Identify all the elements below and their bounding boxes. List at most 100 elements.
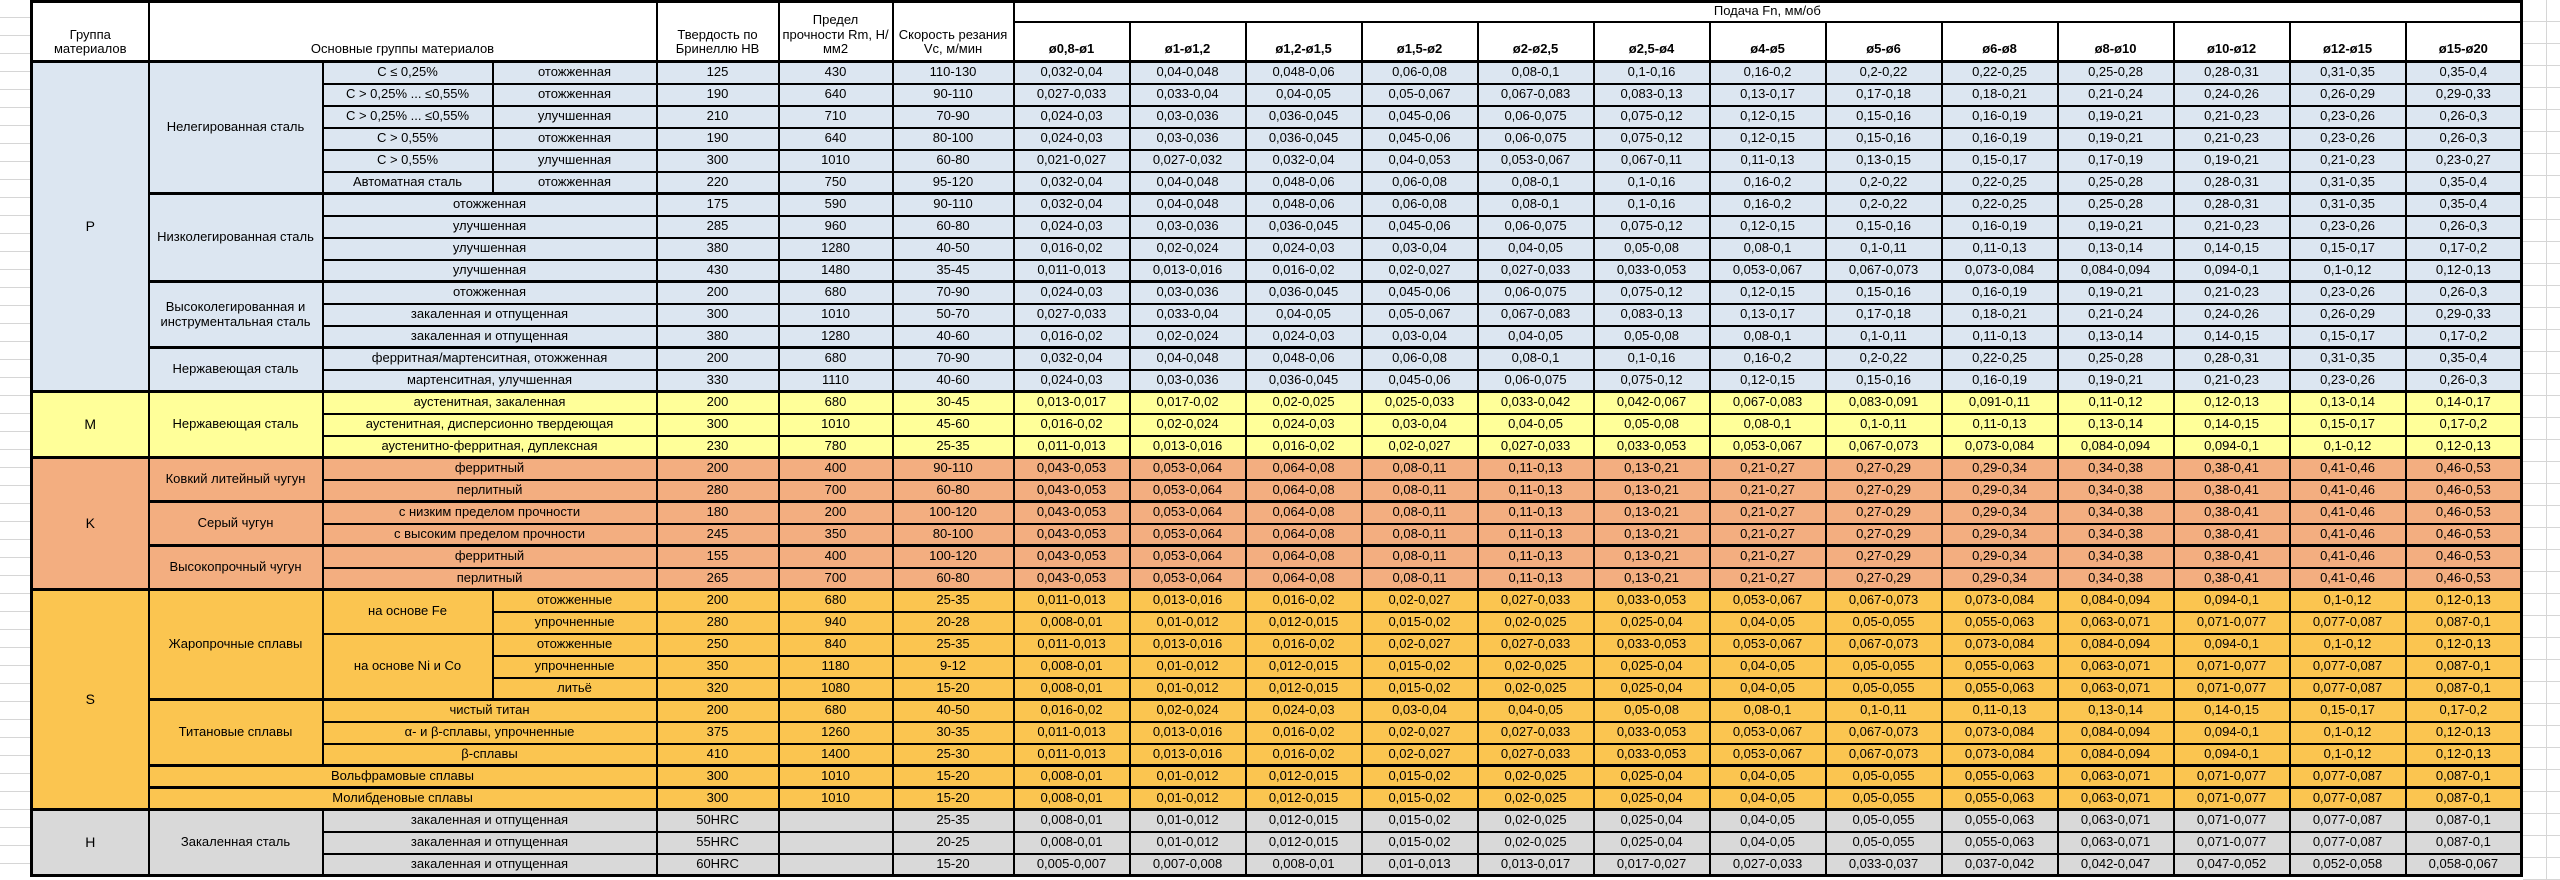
feed-cell: 0,067-0,083	[1708, 390, 1827, 415]
feed-cell: 0,016-0,02	[1012, 324, 1131, 349]
header-row-feed-cols: ø0,8-ø1 ø1-ø1,2 ø1,2-ø1,5 ø1,5-ø2 ø2-ø2,5 ø2,…	[32, 20, 2523, 63]
feed-cell: 0,04-0,05	[1708, 610, 1827, 635]
feed-cell: 0,16-0,2	[1708, 60, 1827, 85]
feed-cell: 0,084-0,094	[2056, 258, 2175, 283]
feed-cell: 0,22-0,25	[1940, 60, 2059, 85]
feed-cell: 0,04-0,053	[1360, 148, 1479, 173]
table-row: M Нержавеющая сталь аустенитная, закаленна…	[30, 390, 2523, 459]
feed-cell: 0,34-0,38	[2056, 456, 2175, 481]
feed-cell: 0,12-0,13	[2172, 390, 2291, 415]
feed-cell: 0,015-0,02	[1360, 676, 1479, 701]
feed-cell: 0,03-0,04	[1360, 412, 1479, 437]
material-cell: перлитный	[321, 478, 658, 503]
hb-cell: 55HRC	[655, 830, 780, 855]
feed-cell: 0,071-0,077	[2172, 676, 2291, 701]
feed-cell: 0,075-0,12	[1592, 368, 1711, 393]
feed-cell: 0,033-0,053	[1592, 632, 1711, 657]
hb-cell: 300	[655, 148, 780, 173]
feed-cell: 0,26-0,3	[2404, 280, 2523, 305]
feed-cell: 0,13-0,14	[2056, 236, 2175, 261]
feed-cell: 0,067-0,073	[1824, 588, 1943, 613]
feed-cell: 0,29-0,34	[1940, 478, 2059, 503]
material-cell: закаленная и отпущенная	[321, 808, 658, 833]
feed-cell: 0,067-0,073	[1824, 632, 1943, 657]
feed-cell: 0,29-0,34	[1940, 456, 2059, 481]
vc-cell: 70-90	[891, 104, 1015, 129]
feed-cell: 0,008-0,01	[1012, 676, 1131, 701]
feed-cell: 0,077-0,087	[2288, 676, 2407, 701]
family-cell: Ковкий литейный чугун	[147, 456, 324, 503]
feed-cell: 0,077-0,087	[2288, 654, 2407, 679]
feed-cell: 0,024-0,03	[1012, 214, 1131, 239]
hb-cell: 190	[655, 126, 780, 151]
feed-cell: 0,045-0,06	[1360, 214, 1479, 239]
feed-cell: 0,11-0,13	[1940, 412, 2059, 437]
feed-cell: 0,11-0,13	[1476, 522, 1595, 547]
feed-cell: 0,055-0,063	[1940, 808, 2059, 833]
feed-cell: 0,008-0,01	[1012, 610, 1131, 635]
feed-cell: 0,084-0,094	[2056, 720, 2175, 745]
feed-cell: 0,055-0,063	[1940, 610, 2059, 635]
feed-cell: 0,043-0,053	[1012, 566, 1131, 591]
hb-cell: 280	[655, 610, 780, 635]
feed-cell: 0,02-0,024	[1128, 324, 1247, 349]
header-strength-col: Предел прочности Rm, Н/мм2	[777, 0, 894, 63]
feed-cell: 0,053-0,067	[1708, 434, 1827, 459]
feed-cell: 0,41-0,46	[2288, 566, 2407, 591]
feed-cell: 0,015-0,02	[1360, 808, 1479, 833]
feed-cell: 0,053-0,064	[1128, 566, 1247, 591]
hb-cell: 220	[655, 170, 780, 195]
rm-cell: 840	[777, 632, 894, 657]
feed-cell: 0,15-0,16	[1824, 126, 1943, 151]
feed-cell: 0,23-0,27	[2404, 148, 2523, 173]
rm-cell: 1260	[777, 720, 894, 745]
feed-cell: 0,064-0,08	[1244, 456, 1363, 481]
feed-cell: 0,024-0,03	[1244, 324, 1363, 349]
feed-cell: 0,19-0,21	[2056, 280, 2175, 305]
feed-cell: 0,27-0,29	[1824, 522, 1943, 547]
feed-cell: 0,29-0,34	[1940, 500, 2059, 525]
hb-cell: 230	[655, 434, 780, 459]
hb-cell: 155	[655, 544, 780, 569]
feed-cell: 0,28-0,31	[2172, 346, 2291, 371]
rm-cell	[777, 808, 894, 833]
feed-cell: 0,08-0,11	[1360, 544, 1479, 569]
feed-cell: 0,16-0,2	[1708, 192, 1827, 217]
material-cell: отожженная	[321, 280, 658, 305]
feed-cell: 0,1-0,12	[2288, 434, 2407, 459]
feed-cell: 0,35-0,4	[2404, 170, 2523, 195]
feed-cell: 0,06-0,075	[1476, 126, 1595, 151]
feed-cell: 0,15-0,17	[1940, 148, 2059, 173]
rm-cell: 1080	[777, 676, 894, 701]
feed-cell: 0,16-0,19	[1940, 280, 2059, 305]
feed-cell: 0,015-0,02	[1360, 654, 1479, 679]
rm-cell: 700	[777, 566, 894, 591]
feed-cell: 0,01-0,012	[1128, 808, 1247, 833]
feed-cell: 0,02-0,027	[1360, 434, 1479, 459]
feed-cell: 0,063-0,071	[2056, 610, 2175, 635]
feed-cell: 0,036-0,045	[1244, 126, 1363, 151]
material-cell: ферритный	[321, 456, 658, 481]
subgroup-cell: C ≤ 0,25%	[321, 60, 494, 85]
vc-cell: 35-45	[891, 258, 1015, 283]
rm-cell: 350	[777, 522, 894, 547]
table-row: β-сплавы 410 1400 25-30 0,011-0,013 0,013-0,0…	[31, 742, 2523, 767]
material-cell: с высоким пределом прочности	[321, 522, 658, 547]
feed-cell: 0,13-0,21	[1592, 544, 1711, 569]
hb-cell: 300	[655, 764, 780, 789]
feed-cell: 0,042-0,047	[2056, 852, 2175, 877]
feed-cell: 0,012-0,015	[1244, 830, 1363, 855]
feed-cell: 0,2-0,22	[1824, 60, 1943, 85]
feed-cell: 0,08-0,11	[1360, 456, 1479, 481]
feed-col-header: ø15-ø20	[2404, 20, 2523, 63]
vc-cell: 40-50	[891, 698, 1015, 723]
feed-cell: 0,025-0,04	[1592, 830, 1711, 855]
material-cell: отожженная	[321, 192, 658, 217]
feed-col-header: ø5-ø6	[1824, 20, 1943, 63]
feed-cell: 0,11-0,13	[1476, 500, 1595, 525]
hb-cell: 200	[655, 390, 780, 415]
feed-cell: 0,08-0,1	[1708, 324, 1827, 349]
feed-cell: 0,21-0,23	[2172, 368, 2291, 393]
rm-cell: 1180	[777, 654, 894, 679]
